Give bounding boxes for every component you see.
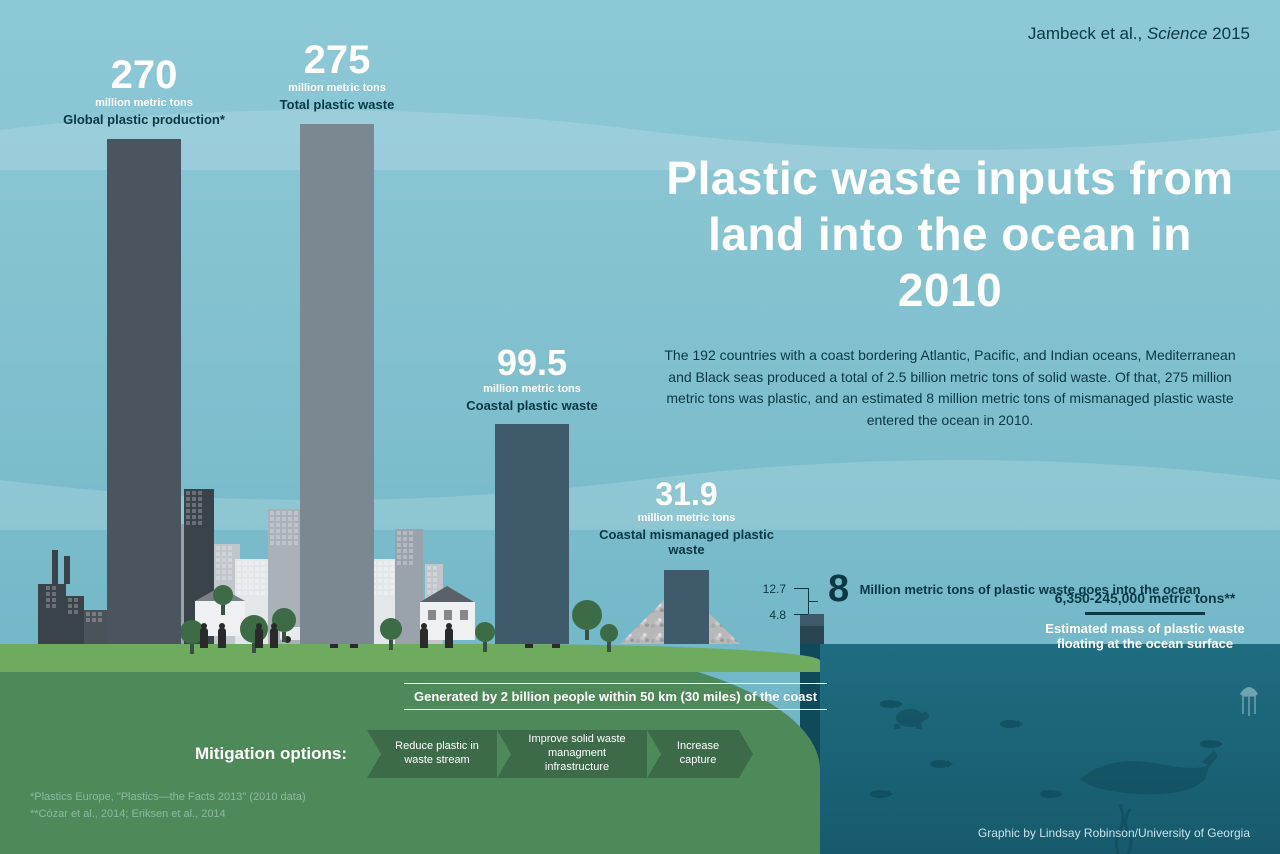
bracket-bottom-value: 4.8	[769, 608, 786, 622]
fish-icon	[930, 760, 948, 768]
data-bar	[495, 424, 569, 644]
footnote: **Cózar et al., 2014; Eriksen et al., 20…	[30, 806, 306, 824]
turtle-icon	[890, 704, 930, 732]
bar-value: 31.9	[587, 478, 787, 510]
fish-icon	[1200, 740, 1218, 748]
mitigation-label: Mitigation options:	[195, 744, 347, 764]
floating-mass-value: 6,350-245,000 metric tons**	[1030, 590, 1260, 606]
fish-icon	[880, 700, 898, 708]
tree-icon	[213, 585, 233, 615]
bar-label: 270 million metric tons Global plastic pro…	[44, 55, 244, 127]
coastal-population-band: Generated by 2 billion people within 50 …	[404, 683, 827, 710]
data-bar	[107, 139, 181, 644]
infographic-canvas: Jambeck et al., Science 2015 Plastic was…	[0, 0, 1280, 854]
person-icon	[200, 628, 208, 648]
tree-icon	[572, 600, 602, 640]
bar-label: 275 million metric tons Total plastic wast…	[237, 40, 437, 112]
jellyfish-icon	[1238, 684, 1260, 718]
floating-mass-stat: 6,350-245,000 metric tons** Estimated ma…	[1030, 590, 1260, 651]
bar-unit: million metric tons	[432, 383, 632, 395]
ocean-region	[800, 644, 1280, 854]
bar-value: 99.5	[432, 345, 632, 381]
tree-icon	[600, 624, 618, 652]
bar-unit: million metric tons	[44, 97, 244, 109]
footnotes: *Plastics Europe, "Plastics—the Facts 20…	[30, 789, 306, 824]
mitigation-step: Reduce plastic in waste stream	[367, 730, 497, 778]
bar-unit: million metric tons	[587, 512, 787, 524]
data-bar	[800, 626, 824, 644]
subtitle: The 192 countries with a coast bordering…	[660, 345, 1240, 432]
graphic-credit: Graphic by Lindsay Robinson/University o…	[978, 826, 1250, 840]
bar-value: 270	[44, 55, 244, 95]
data-bar	[300, 124, 374, 644]
floating-mass-desc: Estimated mass of plastic waste floating…	[1030, 621, 1260, 651]
citation-authors: Jambeck et al.,	[1028, 24, 1147, 43]
tree-icon	[380, 618, 402, 650]
bar-desc: Global plastic production*	[44, 112, 244, 127]
citation: Jambeck et al., Science 2015	[1028, 24, 1250, 44]
building-icon	[66, 596, 84, 644]
bar-unit: million metric tons	[237, 82, 437, 94]
fish-icon	[1040, 790, 1058, 798]
mitigation-row: Mitigation options: Reduce plastic in wa…	[195, 730, 739, 778]
footnote: *Plastics Europe, "Plastics—the Facts 20…	[30, 789, 306, 807]
bar-desc: Total plastic waste	[237, 97, 437, 112]
main-title: Plastic waste inputs from land into the …	[660, 150, 1240, 318]
bar-value: 275	[237, 40, 437, 80]
bar-desc: Coastal plastic waste	[432, 398, 632, 413]
citation-year: 2015	[1207, 24, 1250, 43]
person-icon	[270, 628, 278, 648]
ocean-input-value: 8	[828, 568, 849, 611]
mitigation-step: Increase capture	[647, 730, 739, 778]
person-icon	[255, 628, 263, 648]
mitigation-step: Improve solid waste managment infrastruc…	[497, 730, 647, 778]
data-bar	[664, 570, 709, 644]
person-icon	[445, 628, 453, 648]
tree-icon	[240, 615, 268, 653]
fish-icon	[870, 790, 888, 798]
floating-mass-bar-icon	[1085, 612, 1205, 615]
bar-label: 99.5 million metric tons Coastal plastic w…	[432, 345, 632, 413]
citation-journal: Science	[1147, 24, 1207, 43]
bar-desc: Coastal mismanaged plastic waste	[587, 527, 787, 557]
person-icon	[420, 628, 428, 648]
whale-icon	[1070, 744, 1220, 804]
bracket-top-value: 12.7	[763, 582, 786, 596]
fish-icon	[1000, 720, 1018, 728]
bar-label: 31.9 million metric tons Coastal mismanage…	[587, 478, 787, 557]
tree-icon	[475, 622, 495, 652]
person-icon	[218, 628, 226, 648]
